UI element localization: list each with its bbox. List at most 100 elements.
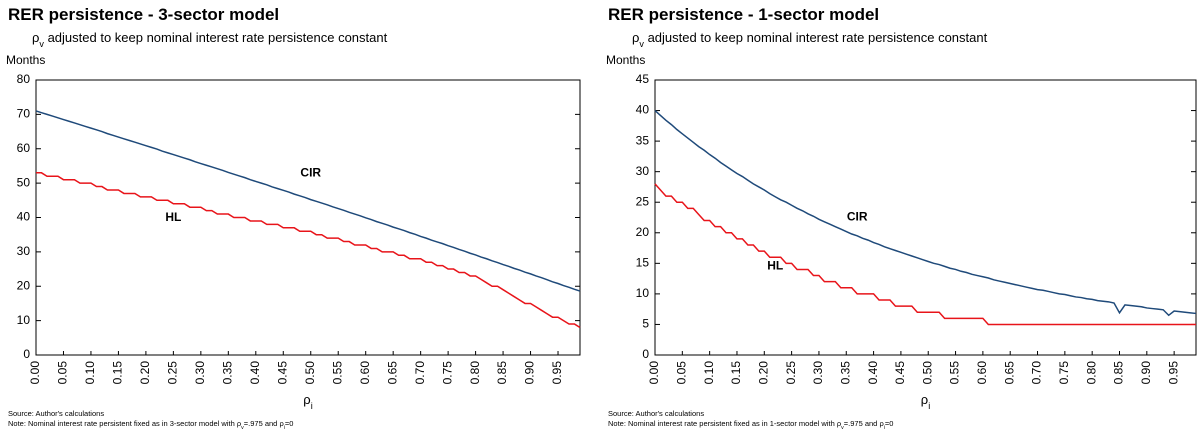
x-tick-label: 0.85 [1112, 361, 1126, 385]
footnote-part: =.975 and [844, 419, 880, 428]
x-tick-label: 0.80 [468, 361, 482, 385]
footnote-part: ρ [837, 419, 841, 428]
chart-subtitle-part: ρ [632, 30, 639, 45]
chart-subtitle-part: v [39, 39, 44, 49]
footnote: Note: Nominal interest rate persistent f… [608, 419, 893, 431]
y-tick-label: 20 [17, 278, 31, 292]
chart-subtitle-part: v [639, 39, 644, 49]
y-tick-label: 40 [636, 103, 650, 117]
x-tick-label: 0.25 [166, 361, 180, 385]
x-axis-label-part: i [928, 401, 930, 411]
footnote-part: v [841, 425, 844, 431]
y-tick-label: 80 [17, 72, 31, 86]
x-tick-label: 0.85 [495, 361, 509, 385]
y-tick-label: 30 [17, 244, 31, 258]
footnote-part: =0 [285, 419, 294, 428]
chart-title: RER persistence - 1-sector model [608, 5, 879, 24]
series-line [36, 172, 581, 329]
series-line [35, 110, 581, 292]
chart-subtitle-part: adjusted to keep nominal interest rate p… [644, 30, 988, 45]
x-tick-label: 0.55 [948, 361, 962, 385]
x-tick-label: 0.20 [138, 361, 152, 385]
x-tick-label: 0.65 [385, 361, 399, 385]
annotation: HL [165, 210, 181, 224]
y-tick-label: 20 [636, 225, 650, 239]
x-tick-label: 0.10 [702, 361, 716, 385]
x-axis-label-part: i [311, 401, 313, 411]
x-tick-label: 0.75 [1057, 361, 1071, 385]
source-note: Source: Author's calculations [608, 409, 704, 418]
y-tick-label: 5 [642, 317, 649, 331]
x-tick-label: 0.75 [440, 361, 454, 385]
x-tick-label: 0.90 [1139, 361, 1153, 385]
y-tick-label: 25 [636, 194, 650, 208]
x-axis-label: ρi [921, 392, 930, 411]
chart-subtitle: ρv adjusted to keep nominal interest rat… [632, 30, 988, 49]
x-tick-label: 0.25 [784, 361, 798, 385]
y-tick-label: 10 [17, 313, 31, 327]
x-tick-label: 0.45 [893, 361, 907, 385]
x-tick-label: 0.20 [756, 361, 770, 385]
x-tick-label: 0.05 [674, 361, 688, 385]
plot-frame [35, 79, 581, 356]
x-tick-label: 0.05 [56, 361, 70, 385]
y-tick-label: 0 [642, 347, 649, 361]
footnote-part: i [884, 425, 885, 431]
y-tick-label: 40 [17, 210, 31, 224]
x-tick-label: 0.35 [220, 361, 234, 385]
x-axis-label-part: ρ [303, 392, 310, 407]
footnote-part: v [241, 425, 244, 431]
x-tick-label: 0.70 [1030, 361, 1044, 385]
x-tick-label: 0.95 [550, 361, 564, 385]
y-tick-label: 10 [636, 286, 650, 300]
footnote-part: i [284, 425, 285, 431]
footnote: Note: Nominal interest rate persistent f… [8, 419, 293, 431]
chart-subtitle-part: ρ [32, 30, 39, 45]
footnote-part: Note: Nominal interest rate persistent f… [608, 419, 837, 428]
footnote-part: ρ [879, 419, 883, 428]
x-tick-label: 0.00 [28, 361, 42, 385]
footnote-part: ρ [237, 419, 241, 428]
y-tick-label: 15 [636, 256, 650, 270]
annotation: CIR [847, 210, 868, 224]
y-axis-label: Months [606, 53, 645, 67]
x-tick-label: 0.10 [83, 361, 97, 385]
x-tick-label: 0.30 [193, 361, 207, 385]
x-tick-label: 0.00 [647, 361, 661, 385]
x-tick-label: 0.35 [838, 361, 852, 385]
x-tick-label: 0.30 [811, 361, 825, 385]
chart-subtitle-part: adjusted to keep nominal interest rate p… [44, 30, 388, 45]
footnote-part: =.975 and [244, 419, 280, 428]
y-tick-label: 30 [636, 164, 650, 178]
x-tick-label: 0.60 [975, 361, 989, 385]
x-tick-label: 0.95 [1166, 361, 1180, 385]
x-tick-label: 0.15 [111, 361, 125, 385]
y-tick-label: 50 [17, 175, 31, 189]
footnote-part: Note: Nominal interest rate persistent f… [8, 419, 237, 428]
chart-title: RER persistence - 3-sector model [8, 5, 279, 24]
y-tick-label: 60 [17, 141, 31, 155]
x-tick-label: 0.40 [248, 361, 262, 385]
series-line [654, 183, 1196, 326]
footnote-part: ρ [279, 419, 283, 428]
x-tick-label: 0.45 [275, 361, 289, 385]
annotation: CIR [300, 165, 321, 179]
y-axis-label: Months [6, 53, 45, 67]
x-tick-label: 0.90 [523, 361, 537, 385]
x-axis-label-part: ρ [921, 392, 928, 407]
x-tick-label: 0.40 [866, 361, 880, 385]
source-note: Source: Author's calculations [8, 409, 104, 418]
annotation: HL [767, 258, 783, 272]
y-tick-label: 45 [636, 72, 650, 86]
x-tick-label: 0.60 [358, 361, 372, 385]
x-tick-label: 0.65 [1002, 361, 1016, 385]
y-tick-label: 70 [17, 107, 31, 121]
y-tick-label: 35 [636, 133, 650, 147]
x-tick-label: 0.80 [1084, 361, 1098, 385]
plot-frame [654, 79, 1197, 356]
chart-subtitle: ρv adjusted to keep nominal interest rat… [32, 30, 388, 49]
x-axis-label: ρi [303, 392, 312, 411]
